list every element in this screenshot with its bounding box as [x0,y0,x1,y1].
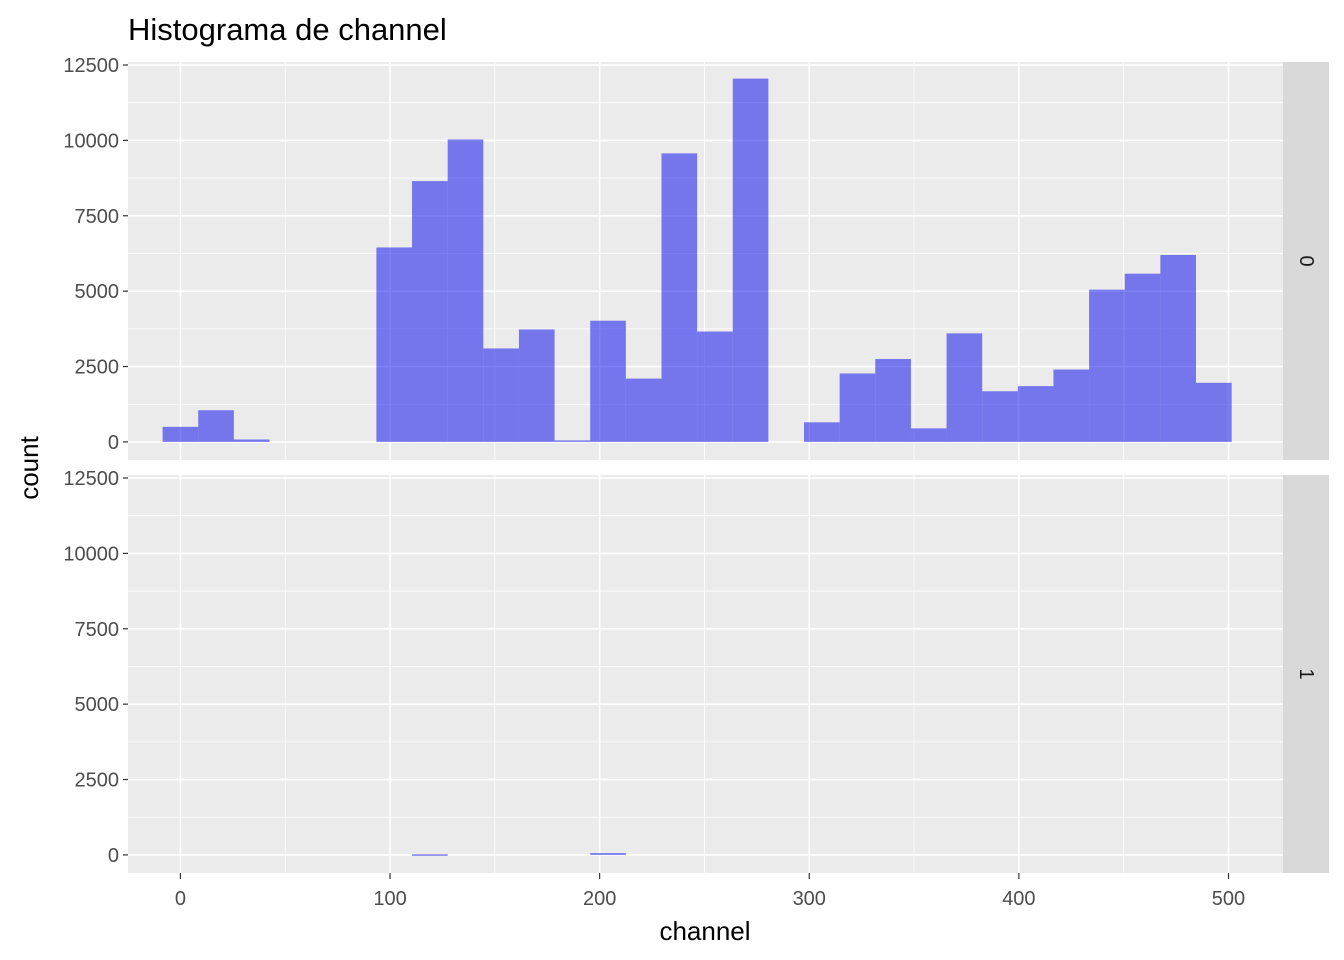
y-tick-label: 2500 [75,357,120,379]
histogram-bar [732,78,769,442]
histogram-bar [982,391,1018,442]
histogram-bar [198,410,234,442]
y-axis-title: count [14,435,44,499]
y-tick-label: 10000 [63,130,119,152]
histogram-bar [1160,254,1197,442]
histogram-bar [233,439,270,442]
x-tick-label: 300 [793,888,826,910]
histogram-bar [1089,289,1125,442]
x-tick-label: 500 [1212,888,1245,910]
histogram-bar [447,139,484,442]
histogram-bar [376,247,413,442]
y-tick-label: 0 [108,432,119,454]
histogram-bar [910,428,947,442]
histogram-bar [697,331,733,442]
panel-background [128,475,1283,873]
x-axis: 0 100 200 300 400 500 [175,873,1245,910]
y-tick-label: 5000 [75,694,120,716]
histogram-bar [946,333,983,442]
histogram-bar [590,853,626,855]
y-tick-label: 7500 [75,206,120,228]
histogram-bar [162,426,199,442]
histogram-bar [412,181,448,442]
facet-panel-0: 0 2500 5000 7500 10000 12500 0 [63,55,1329,460]
chart-title: Histograma de channel [128,12,447,47]
facet-strip [1283,475,1329,873]
x-tick-label: 400 [1002,888,1035,910]
y-tick-label: 10000 [63,543,119,565]
histogram-bar [518,329,555,442]
facet-strip [1283,62,1329,460]
x-tick-label: 200 [583,888,616,910]
histogram-bar [483,348,519,442]
facet-panel-1: 0 2500 5000 7500 10000 12500 1 [63,468,1329,873]
histogram-bar [1196,382,1232,442]
y-tick-label: 2500 [75,770,120,792]
facet-panels: 0250050007500100001250000250050007500100… [63,55,1329,910]
histogram-bar [875,358,911,442]
facet-strip-label: 0 [1295,255,1317,266]
histogram-bar [839,373,876,442]
histogram-bar [1053,369,1090,442]
histogram-bar [1124,273,1161,442]
histogram-bar [554,440,591,442]
x-tick-label: 0 [175,888,186,910]
y-tick-label: 12500 [63,55,119,77]
y-tick-label: 12500 [63,468,119,490]
x-axis-title: channel [659,916,750,946]
histogram-bar [590,320,626,442]
y-tick-label: 0 [108,845,119,867]
histogram-bar [661,153,698,442]
histogram-bar [804,422,840,442]
y-tick-label: 5000 [75,281,120,303]
facet-strip-label: 1 [1295,668,1317,679]
histogram-bar [412,854,448,856]
x-tick-label: 100 [373,888,406,910]
histogram-bar [1017,386,1054,442]
y-tick-label: 7500 [75,619,120,641]
histogram-bar [625,378,662,442]
